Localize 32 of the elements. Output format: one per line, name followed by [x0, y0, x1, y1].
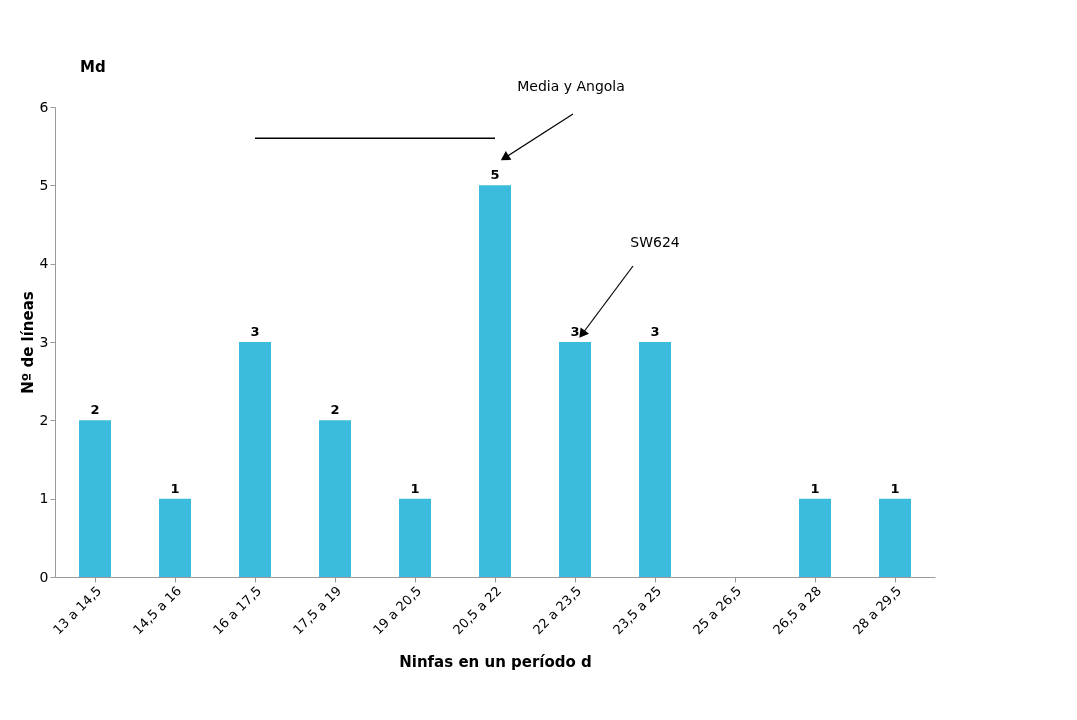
bar [879, 498, 911, 577]
data-label: 5 [490, 167, 500, 183]
y-tick-label: 5 [39, 176, 49, 193]
bar [559, 342, 591, 577]
y-tick-label: 2 [39, 411, 49, 428]
data-label: 3 [250, 324, 260, 339]
bar [239, 342, 271, 577]
data-label: 2 [90, 402, 100, 418]
bar [79, 420, 111, 577]
data-label: 3 [570, 324, 580, 339]
data-label: 1 [170, 480, 180, 496]
bar [639, 342, 671, 577]
data-label: 1 [410, 480, 420, 496]
y-axis-title: Nº de líneas [18, 291, 37, 394]
y-tick-label: 6 [39, 98, 49, 115]
data-label: 3 [650, 324, 660, 339]
y-tick-label: 4 [39, 255, 49, 272]
y-tick-label: 3 [39, 333, 49, 350]
x-axis-title: Ninfas en un período d [399, 653, 592, 672]
text: Md [80, 58, 106, 76]
bar [799, 498, 831, 577]
data-label: 1 [890, 480, 900, 496]
y-tick-label: 0 [39, 568, 49, 585]
bar [319, 420, 351, 577]
data-label: 1 [810, 480, 820, 496]
bar [399, 498, 431, 577]
annotation: SW624 [630, 234, 680, 250]
y-tick-label: 1 [39, 490, 49, 507]
bar [159, 498, 191, 577]
bar [479, 185, 511, 577]
data-label: 2 [330, 402, 340, 418]
text: Media y Angola [517, 78, 625, 94]
